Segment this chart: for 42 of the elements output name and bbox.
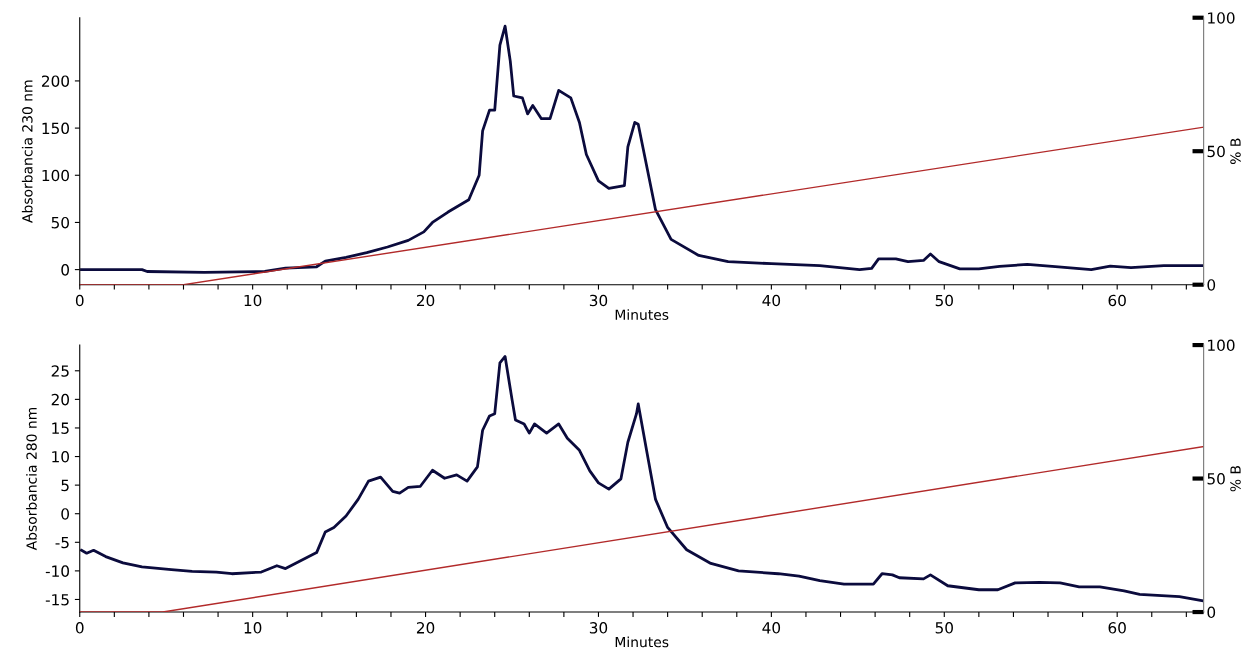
x-tick-label: 20 [416,622,435,634]
x-tick-label: 0 [75,622,84,634]
y-tick-label: -15 [45,594,69,606]
y-tick-label: 5 [61,479,69,492]
x-tick-label: 0 [75,294,84,307]
x-tick-label: 30 [589,622,608,634]
line-series [80,355,1204,602]
x-tick-label: 60 [1108,622,1126,634]
y-tick-label: 0 [61,508,70,520]
x-tick-label: 20 [416,294,435,307]
y-tick-label: 25 [51,365,69,377]
y-tick-label: 50 [51,216,70,229]
y-tick-label: -10 [45,565,70,577]
y-axis-title: Absorbancia 280 nm [26,407,37,551]
x-tick-label: 10 [244,622,262,634]
x-tick-label: 50 [935,622,953,634]
x-tick-label: 10 [244,294,262,307]
y-tick-label: 20 [51,393,70,406]
y2-axis-title: % B [1230,465,1241,492]
y-tick-label: -5 [55,536,69,549]
x-tick-label: 40 [762,622,781,634]
x-axis-title: Minutes [615,636,669,648]
y2-tick-label: 0 [1207,606,1216,619]
y-axis-title: Absorbancia 230 nm [21,80,33,223]
x-tick-label: 50 [935,294,953,307]
y2-tick-label: 100 [1208,12,1235,24]
y-tick-label: 100 [42,169,70,182]
y2-tick-label: 50 [1207,145,1225,158]
y-tick-label: 15 [52,422,69,434]
y-tick-label: 0 [61,264,70,276]
y-tick-label: 150 [42,122,70,135]
y2-tick-label: 100 [1208,339,1235,352]
line-series [80,24,1204,274]
y-tick-label: 200 [41,75,70,87]
x-axis-title: Minutes [615,309,669,320]
y2-axis-title: % B [1230,138,1241,165]
x-tick-label: 60 [1108,294,1126,307]
y-tick-label: 10 [52,451,70,463]
y2-tick-label: 50 [1207,473,1225,485]
x-tick-label: 40 [762,294,781,307]
y2-tick-label: 0 [1207,279,1216,291]
x-tick-label: 30 [589,294,608,307]
